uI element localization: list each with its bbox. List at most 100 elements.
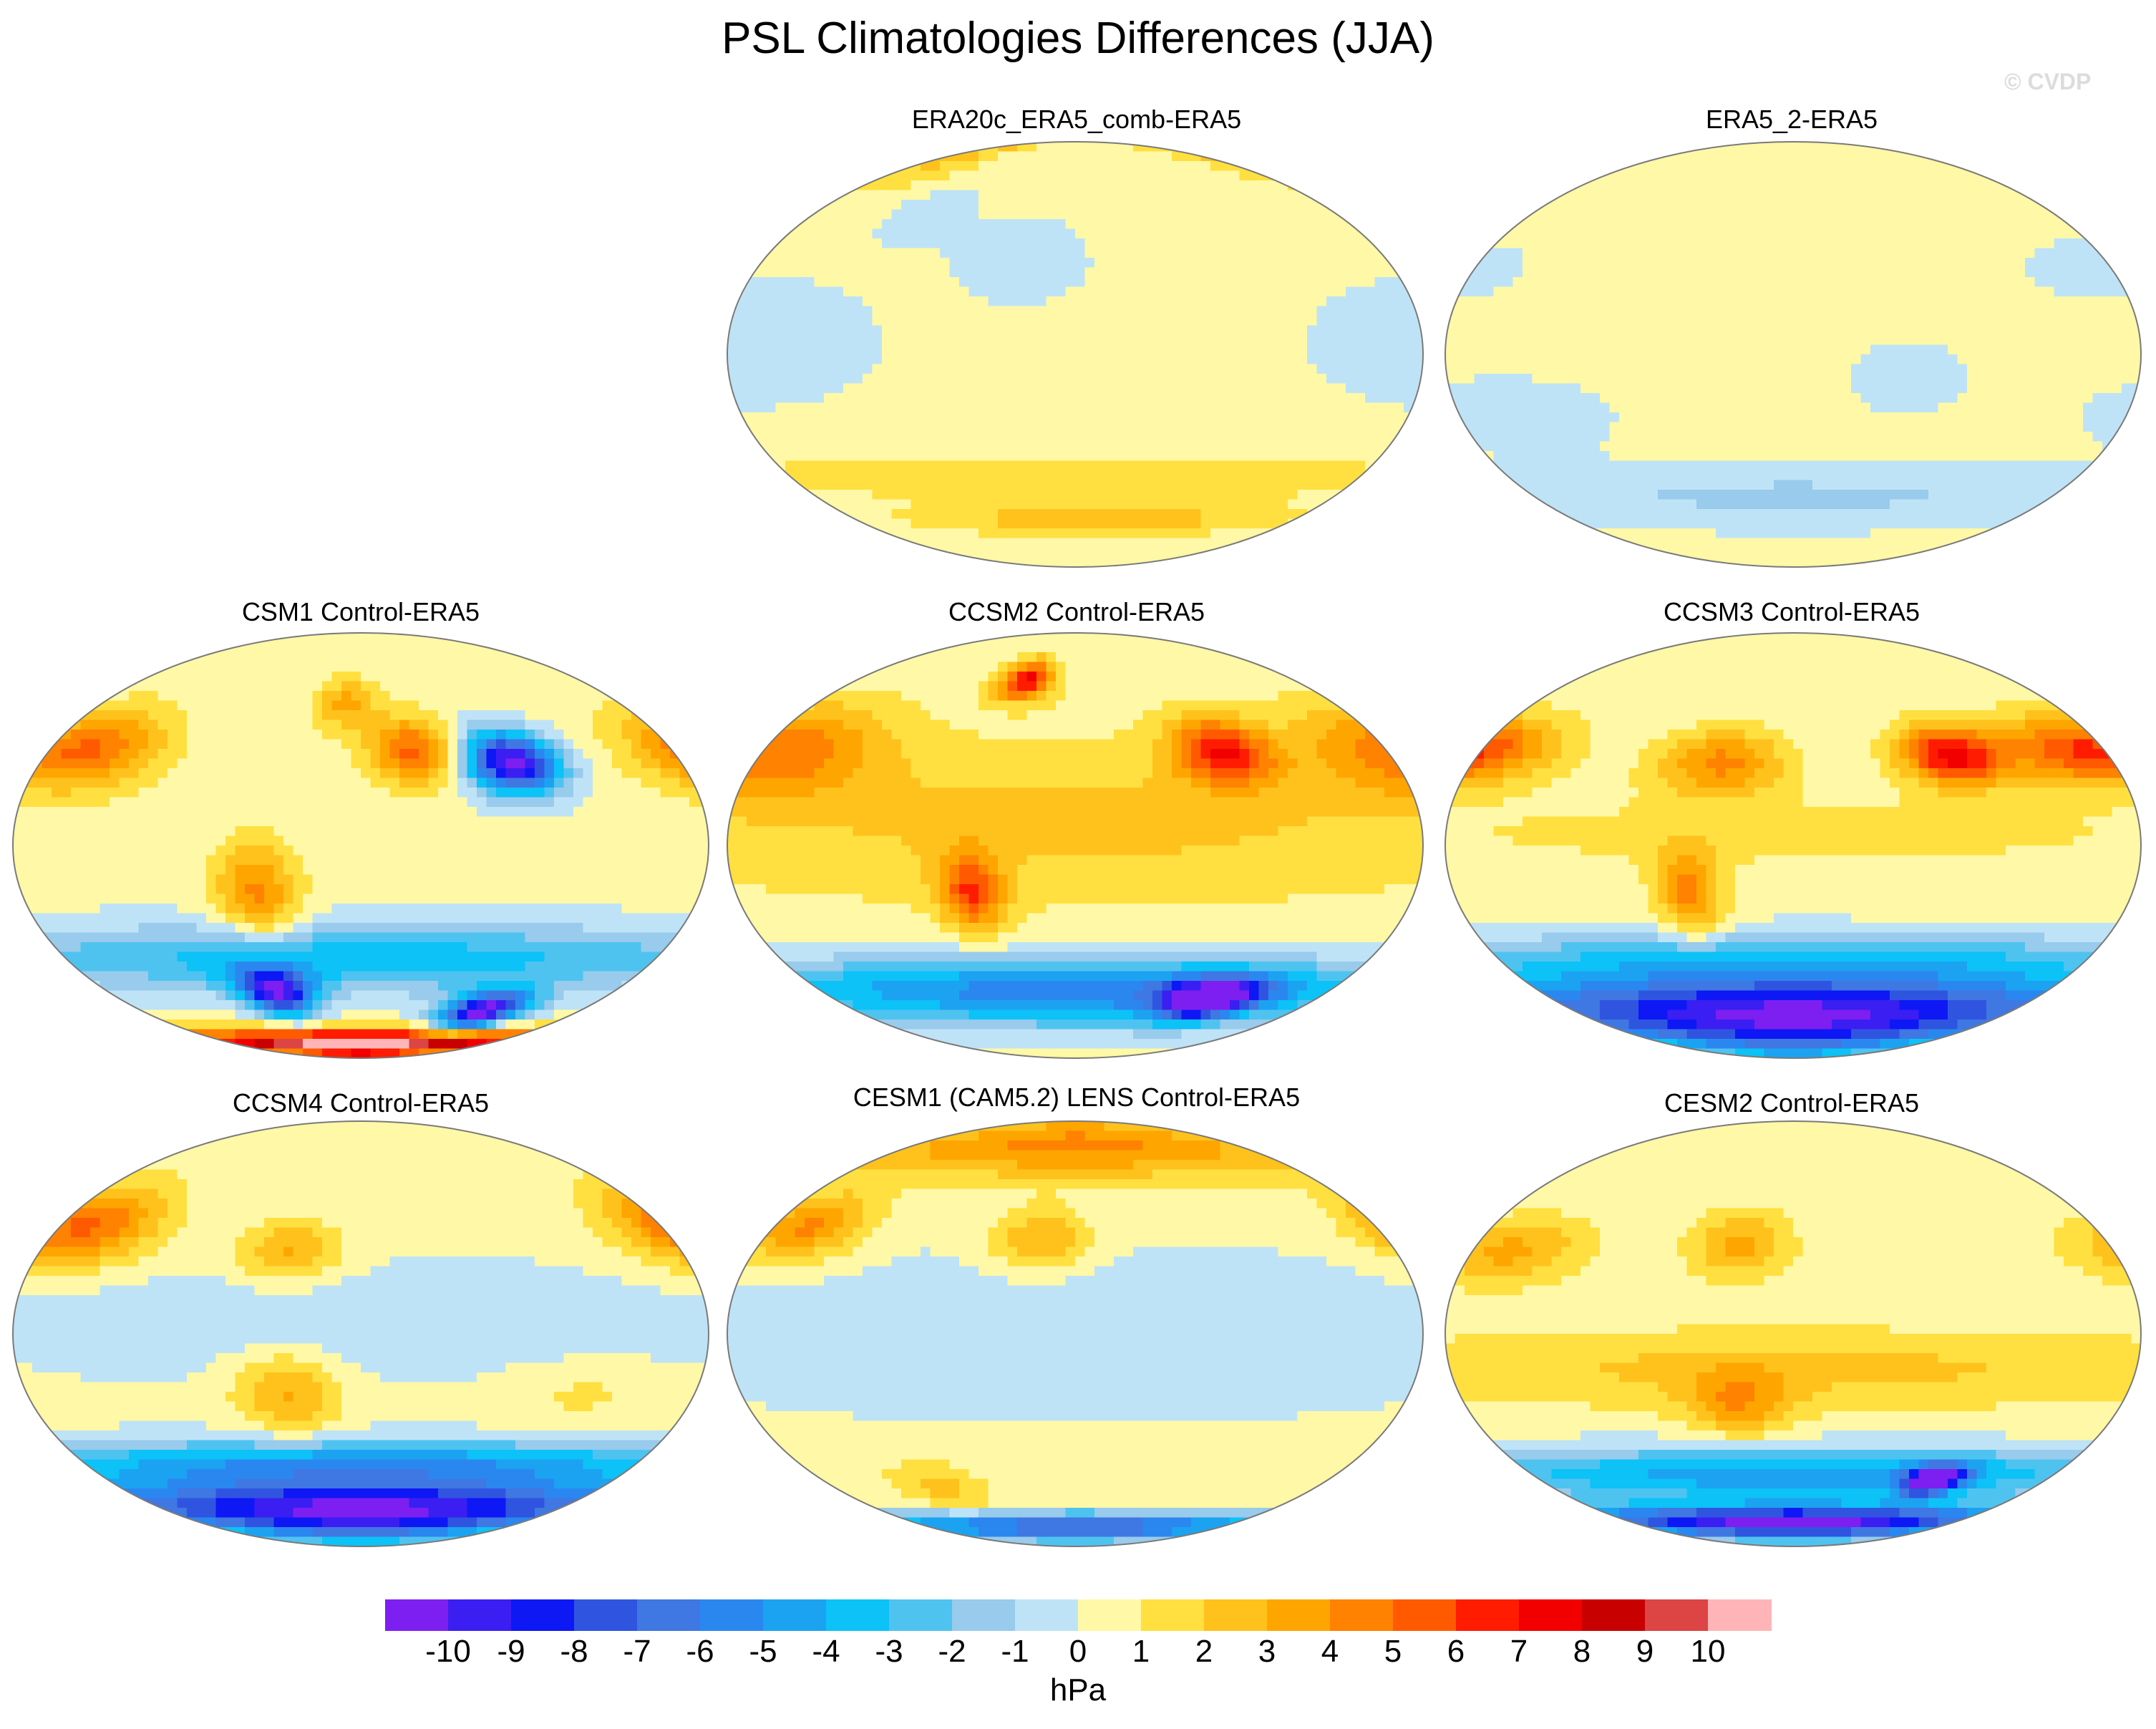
map-cell [853, 432, 863, 442]
map-cell [1210, 499, 1221, 510]
map-cell [1007, 374, 1018, 384]
map-cell [959, 142, 970, 152]
map-cell [1017, 374, 1028, 384]
map-cell [1484, 354, 1495, 365]
map-cell [1523, 258, 1533, 268]
map-cell [1918, 190, 1929, 200]
map-cell [1609, 422, 1620, 432]
map-cell [1307, 412, 1318, 423]
map-cell [1152, 296, 1163, 307]
map-cell [1648, 451, 1659, 462]
map-cell [1007, 499, 1018, 510]
map-cell [1532, 441, 1543, 452]
map-cell [1239, 441, 1250, 452]
map-cell [1316, 451, 1327, 462]
map-cell [1007, 383, 1018, 394]
map-cell [1774, 344, 1784, 355]
map-cell [1474, 451, 1485, 462]
map-cell [1239, 209, 1250, 220]
map-cell [1288, 296, 1298, 307]
map-cell [1355, 422, 1366, 432]
map-cell [1561, 354, 1572, 365]
map-cell [1404, 344, 1414, 355]
map-cell [911, 267, 921, 278]
map-cell [1230, 518, 1240, 529]
map-cell [1851, 325, 1862, 336]
map-cell [756, 432, 767, 442]
map-cell [1996, 490, 2006, 500]
map-cell [1648, 422, 1659, 432]
map-cell [1976, 248, 1987, 258]
map-cell [833, 441, 844, 452]
map-cell [882, 383, 893, 394]
map-cell [1561, 219, 1572, 230]
map-cell [1346, 209, 1356, 220]
map-cell [1774, 219, 1784, 230]
map-cell [1841, 402, 1852, 413]
map-cell [1686, 344, 1697, 355]
map-cell [2006, 393, 2016, 404]
map-cell [1716, 190, 1727, 200]
map-cell [1046, 490, 1057, 500]
map-cell [853, 393, 863, 404]
map-cell [1938, 364, 1948, 374]
map-cell [1744, 200, 1755, 210]
map-cell [1307, 238, 1318, 249]
map-cell [1899, 402, 1910, 413]
map-cell [1523, 325, 1533, 336]
map-cell [1696, 354, 1707, 365]
map-cell [959, 490, 970, 500]
map-cell [2015, 441, 2026, 452]
map-cell [1832, 316, 1842, 326]
map-cell [1735, 248, 1746, 258]
map-cell [2102, 383, 2113, 394]
map-cell [911, 296, 921, 307]
map-cell [1094, 383, 1105, 394]
map-cell [1384, 248, 1395, 258]
map-cell [1570, 248, 1581, 258]
map-cell [1658, 296, 1669, 307]
map-cell [1056, 209, 1067, 220]
map-cell [1162, 151, 1172, 162]
map-cell [1938, 393, 1948, 404]
map-cell [766, 267, 777, 278]
map-cell [1152, 451, 1163, 462]
map-cell [1822, 490, 1832, 500]
map-cell [1735, 460, 1746, 471]
map-cell [1046, 180, 1057, 191]
map-cell [1716, 286, 1727, 297]
map-cell [2025, 432, 2036, 442]
map-cell [998, 490, 1009, 500]
map-cell [1288, 200, 1298, 210]
map-cell [1172, 422, 1183, 432]
map-cell [1996, 325, 2006, 336]
map-cell [1686, 151, 1697, 162]
map-cell [2131, 296, 2141, 307]
map-cell [1667, 180, 1678, 191]
map-cell [1065, 325, 1076, 336]
map-cell [1365, 432, 1376, 442]
map-cell [1744, 364, 1755, 374]
map-cell [1084, 451, 1095, 462]
map-cell [1230, 383, 1240, 394]
map-cell [2006, 190, 2016, 200]
map-cell [805, 451, 815, 462]
map-cell [1677, 258, 1688, 268]
map-cell [843, 316, 854, 326]
map-cell [1812, 161, 1823, 172]
map-cell [1503, 286, 1514, 297]
map-cell [1465, 354, 1475, 365]
map-cell [1474, 296, 1485, 307]
map-cell [1056, 335, 1067, 346]
map-cell [1297, 180, 1308, 191]
map-cell [1600, 306, 1611, 316]
map-cell [833, 286, 844, 297]
map-cell [1609, 180, 1620, 191]
map-cell [1007, 412, 1018, 423]
map-cell [1326, 248, 1337, 258]
map-cell [1580, 441, 1591, 452]
map-cell [1735, 200, 1746, 210]
map-cell [1957, 219, 1968, 230]
map-cell [1754, 490, 1765, 500]
map-cell [1570, 325, 1581, 336]
